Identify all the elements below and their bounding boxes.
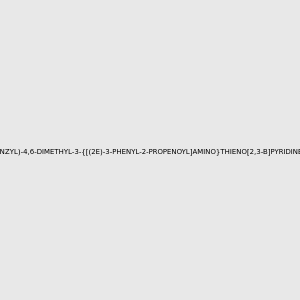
Text: N-(4-CHLOROBENZYL)-4,6-DIMETHYL-3-{[(2E)-3-PHENYL-2-PROPENOYL]AMINO}THIENO[2,3-B: N-(4-CHLOROBENZYL)-4,6-DIMETHYL-3-{[(2E)… <box>0 148 300 155</box>
